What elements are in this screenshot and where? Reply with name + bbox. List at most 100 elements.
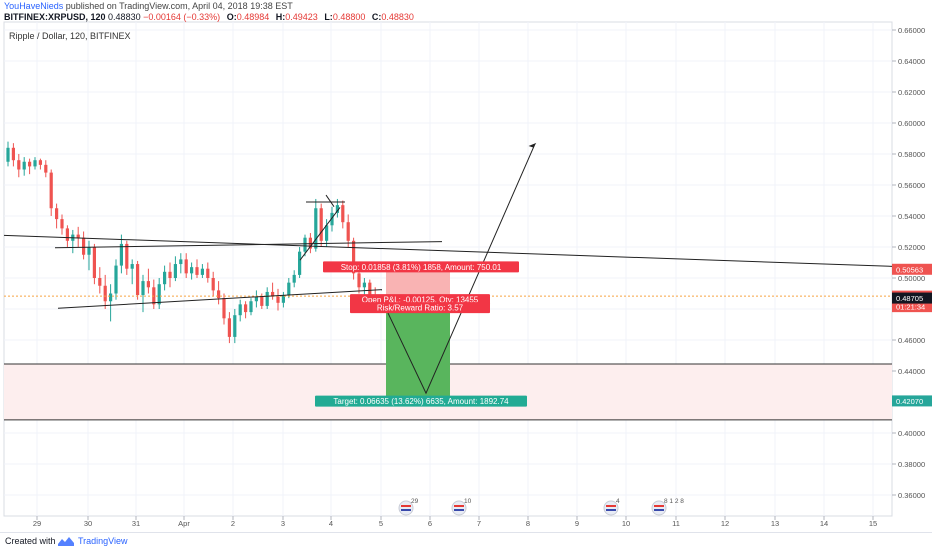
x-tick-label: 13	[771, 519, 779, 528]
x-tick-label: 3	[281, 519, 285, 528]
x-tick-label: 6	[428, 519, 432, 528]
high-value: 0.49423	[285, 12, 318, 22]
symbol-title: Ripple / Dollar, 120, BITFINEX	[9, 31, 131, 41]
candle-body	[298, 251, 302, 275]
candle-body	[265, 291, 269, 306]
price-tag-label: 0.48705	[896, 294, 923, 303]
x-axis: 29 30 31 Apr 2 3 4 5 6 7 8 9 10 11 12 13 14 15	[33, 516, 877, 528]
candle-body	[292, 274, 296, 283]
resistance-trendline[interactable]	[3, 234, 893, 267]
event-badge[interactable]: 8 1 2 8	[651, 498, 684, 516]
arrow-head-icon	[528, 142, 537, 148]
risk-reward-label-bg	[350, 302, 490, 314]
candle-body	[168, 271, 172, 278]
candle-body	[17, 160, 21, 170]
high-marker[interactable]	[325, 194, 335, 207]
candle-body	[98, 278, 102, 286]
wedge-line[interactable]	[299, 207, 341, 261]
candle-body	[190, 267, 194, 274]
x-tick-label: 10	[622, 519, 630, 528]
candle-body	[146, 281, 150, 288]
candle-body	[217, 290, 221, 299]
candle-body	[141, 281, 145, 296]
candle-body	[281, 295, 285, 303]
candle-body	[103, 285, 107, 302]
y-tick-label: 0.50000	[898, 274, 925, 283]
candle-body	[362, 282, 366, 288]
candle-body	[249, 301, 253, 313]
flag-icon	[651, 500, 667, 516]
event-badges[interactable]: 29 10 4 8 1 2 8	[398, 498, 684, 516]
candle-body	[352, 240, 356, 274]
event-badge-label: 4	[616, 498, 620, 505]
y-tick-label: 0.44000	[898, 367, 925, 376]
event-badge[interactable]: 29	[398, 498, 419, 516]
x-tick-label: 8	[526, 519, 530, 528]
ohlc-line: BITFINEX:XRPUSD, 120 0.48830 −0.00164 (−…	[4, 12, 414, 22]
y-tick-label: 0.56000	[898, 181, 925, 190]
flag-stripe	[606, 509, 616, 511]
ticker: BITFINEX:XRPUSD, 120	[4, 12, 106, 22]
y-tick-label: 0.46000	[898, 336, 925, 345]
candle-body	[92, 247, 96, 278]
open-value: 0.48984	[236, 12, 270, 22]
candle-body	[271, 291, 275, 297]
price-tag	[892, 292, 932, 304]
footer: Created with TradingView	[0, 532, 932, 551]
y-tick-label: 0.66000	[898, 26, 925, 35]
stop-label-bg	[323, 261, 519, 273]
candle-body	[319, 208, 323, 241]
candle-body	[163, 271, 167, 285]
tradingview-logo-icon[interactable]	[58, 537, 74, 546]
target-zone[interactable]	[386, 296, 450, 400]
close-value: 0.48830	[381, 12, 414, 22]
candles	[6, 141, 377, 344]
risk-reward-label: Risk/Reward Ratio: 3.57	[377, 304, 464, 313]
price-change: −0.00164 (−0.33%)	[143, 12, 221, 22]
event-badge[interactable]: 10	[451, 498, 472, 516]
candle-body	[33, 160, 37, 167]
event-badge-label: 8 1 2 8	[664, 498, 684, 505]
x-tick-label: 15	[869, 519, 877, 528]
candle-body	[260, 296, 264, 306]
candle-body	[346, 222, 350, 241]
x-tick-label: 14	[820, 519, 828, 528]
candle-body	[341, 205, 345, 223]
price-tag	[892, 263, 932, 275]
y-tick-label: 0.52000	[898, 243, 925, 252]
candle-body	[227, 318, 231, 337]
candle-body	[60, 219, 64, 229]
x-tick-label: 29	[33, 519, 41, 528]
author-link[interactable]: YouHaveNieds	[4, 1, 64, 11]
low-label: L:	[324, 12, 333, 22]
candle-body	[211, 278, 215, 291]
last-price: 0.48830	[108, 12, 141, 22]
candle-body	[49, 172, 53, 209]
price-chart[interactable]: Stop: 0.01858 (3.81%) 1858, Amount: 750.…	[0, 0, 932, 532]
flag-icon	[398, 500, 414, 516]
high-label: H:	[275, 12, 286, 22]
tradingview-link[interactable]: TradingView	[78, 536, 128, 546]
candle-body	[28, 161, 32, 167]
candle-body	[200, 268, 204, 275]
target-label-bg	[315, 395, 527, 407]
candle-body	[136, 264, 140, 296]
x-tick-label: 7	[477, 519, 481, 528]
target-label: Target: 0.06635 (13.62%) 6635, Amount: 1…	[333, 397, 509, 406]
upper-channel-line[interactable]	[54, 241, 443, 249]
candle-body	[368, 282, 372, 296]
candle-body	[244, 304, 248, 313]
candle-body	[6, 147, 10, 162]
projection-path[interactable]	[379, 143, 536, 395]
flag-stripe	[401, 509, 411, 511]
candle-body	[82, 237, 86, 255]
candle-body	[303, 237, 307, 252]
lower-channel-line[interactable]	[57, 289, 383, 309]
candle-body	[109, 293, 113, 302]
created-with-text: Created with	[5, 536, 56, 546]
y-tick-label: 0.40000	[898, 429, 925, 438]
event-badge[interactable]: 4	[603, 498, 620, 516]
x-tick-label: 11	[672, 519, 680, 528]
x-tick-label: 5	[379, 519, 383, 528]
